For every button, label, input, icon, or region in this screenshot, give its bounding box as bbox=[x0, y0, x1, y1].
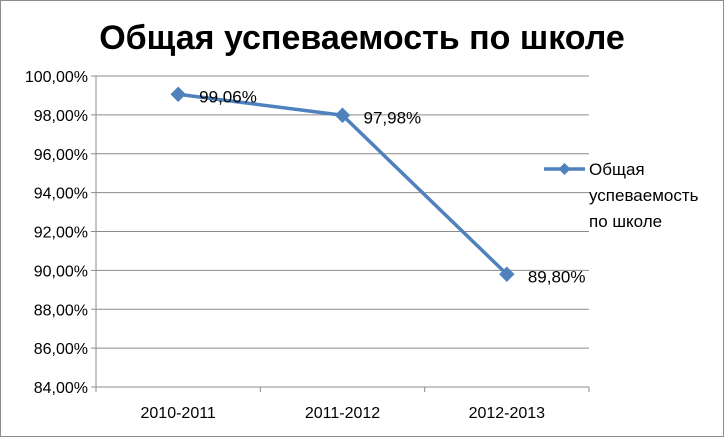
legend-label-line: по школе bbox=[589, 212, 662, 231]
y-tick-label: 84,00% bbox=[34, 380, 88, 397]
y-tick-label: 98,00% bbox=[34, 108, 88, 125]
data-label: 97,98% bbox=[364, 108, 422, 127]
y-tick-label: 96,00% bbox=[34, 147, 88, 164]
legend-label-line: Общая bbox=[589, 160, 645, 179]
data-point-marker bbox=[334, 107, 351, 123]
x-tick-label: 2012-2013 bbox=[469, 405, 546, 422]
y-tick-label: 100,00% bbox=[25, 69, 88, 86]
y-tick-label: 92,00% bbox=[34, 225, 88, 242]
y-tick-label: 90,00% bbox=[34, 263, 88, 280]
data-point-marker bbox=[499, 266, 515, 282]
data-point-marker bbox=[170, 86, 186, 102]
data-label: 89,80% bbox=[528, 267, 586, 286]
legend-marker bbox=[558, 163, 571, 175]
y-tick-label: 88,00% bbox=[34, 302, 88, 319]
legend-label: Общая успеваемость по школе bbox=[589, 160, 699, 231]
data-label: 99,06% bbox=[199, 87, 257, 106]
legend-label-line: успеваемость bbox=[589, 186, 699, 205]
y-tick-label: 94,00% bbox=[34, 186, 88, 203]
x-tick-label: 2010-2011 bbox=[141, 405, 216, 422]
chart-title: Общая успеваемость по школе bbox=[99, 19, 625, 57]
x-tick-label: 2011-2012 bbox=[305, 405, 380, 422]
y-tick-label: 86,00% bbox=[34, 341, 88, 358]
